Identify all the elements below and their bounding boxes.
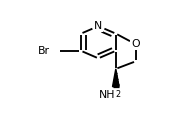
Text: N: N	[94, 21, 103, 31]
Text: Br: Br	[38, 46, 50, 56]
Polygon shape	[113, 69, 119, 87]
Text: 2: 2	[116, 90, 121, 99]
Text: O: O	[131, 39, 140, 49]
Text: NH: NH	[99, 90, 116, 100]
